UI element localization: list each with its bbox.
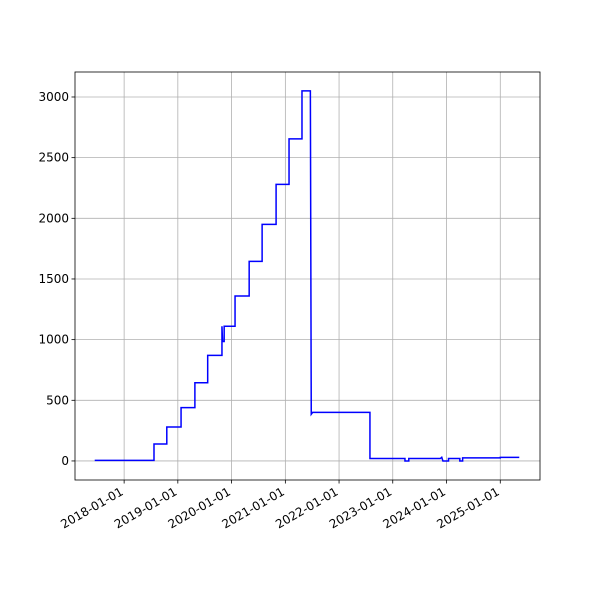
data-line xyxy=(94,90,520,462)
y-tick-label: 1500 xyxy=(38,272,69,286)
plot-frame xyxy=(74,71,541,481)
y-tick-label: 3000 xyxy=(38,90,69,104)
y-tick-label: 0 xyxy=(61,454,69,468)
y-tick-label: 500 xyxy=(46,393,69,407)
y-tick-label: 1000 xyxy=(38,333,69,347)
y-tick-label: 2500 xyxy=(38,151,69,165)
y-tick-label: 2000 xyxy=(38,211,69,225)
